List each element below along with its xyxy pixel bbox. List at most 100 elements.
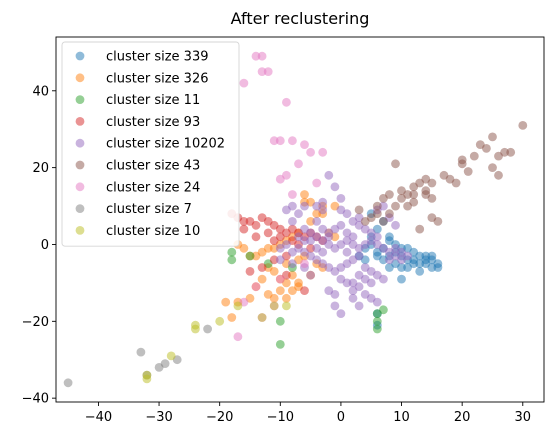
scatter-point (330, 182, 340, 192)
legend-label: cluster size 10202 (106, 137, 225, 152)
scatter-point (300, 201, 309, 211)
scatter-point (191, 320, 200, 330)
scatter-point (379, 217, 388, 226)
scatter-point (288, 190, 297, 199)
legend-label: cluster size 43 (106, 159, 200, 174)
scatter-point (421, 190, 431, 199)
scatter-point (354, 251, 364, 261)
plot-frame (55, 36, 545, 403)
scatter-point (166, 351, 176, 361)
scatter-point (233, 301, 243, 311)
scatter-point (239, 224, 249, 234)
scatter-point (372, 251, 382, 261)
scatter-point (294, 159, 303, 169)
scatter-point (288, 136, 297, 146)
legend-marker (75, 160, 85, 170)
y-tick-label: 0 (41, 238, 49, 253)
series-6 (354, 121, 528, 234)
scatter-point (275, 286, 285, 295)
scatter-point (275, 136, 285, 146)
scatter-point (288, 286, 297, 295)
scatter-point (257, 313, 267, 322)
scatter-point (433, 217, 443, 226)
legend-marker (75, 95, 85, 104)
legend-label: cluster size 339 (106, 50, 209, 65)
chart-title: After reclustering (231, 9, 370, 28)
scatter-point (251, 51, 261, 61)
scatter-point (421, 255, 431, 265)
points-layer (63, 51, 528, 388)
scatter-point (318, 147, 328, 157)
scatter-point (275, 340, 285, 349)
scatter-point (257, 274, 267, 284)
scatter-point (203, 324, 213, 334)
scatter-point (288, 217, 297, 226)
y-tick-label: −40 (22, 392, 49, 407)
x-tick-label: 0 (337, 410, 345, 425)
scatter-point (415, 224, 425, 234)
scatter-point (494, 170, 503, 180)
scatter-point (506, 147, 516, 157)
scatter-point (385, 209, 394, 219)
scatter-point (300, 236, 309, 246)
scatter-point (336, 309, 346, 318)
y-tick-label: 40 (32, 84, 49, 99)
series-5 (275, 170, 412, 318)
legend-marker (75, 182, 85, 192)
scatter-point (275, 316, 285, 326)
scatter-point (269, 301, 279, 311)
scatter-point (239, 217, 249, 226)
scatter-point (239, 78, 249, 88)
scatter-point (518, 121, 528, 130)
legend-marker (75, 73, 85, 83)
scatter-point (282, 301, 291, 311)
legend-label: cluster size 24 (106, 180, 200, 195)
scatter-point (300, 259, 309, 269)
scatter-point (300, 286, 309, 295)
scatter-point (385, 232, 394, 242)
scatter-point (215, 316, 225, 326)
scatter-point (354, 205, 364, 215)
x-tick-label: −40 (85, 410, 112, 425)
scatter-point (385, 263, 394, 272)
scatter-point (342, 209, 352, 219)
scatter-point (397, 263, 406, 272)
scatter-point (221, 297, 231, 307)
scatter-point (379, 201, 388, 211)
scatter-point (324, 286, 334, 295)
axes-layer: −40 −30 −20 −10 0 10 20 30 −40 −20 0 20 40 (22, 36, 545, 425)
scatter-point (257, 263, 267, 272)
scatter-point (342, 228, 352, 238)
scatter-point (324, 170, 334, 180)
legend-label: cluster size 10 (106, 224, 200, 239)
scatter-point (330, 301, 340, 311)
scatter-point (379, 274, 388, 284)
scatter-point (306, 147, 315, 157)
scatter-point (227, 313, 237, 322)
scatter-point (391, 201, 400, 211)
scatter-point (136, 347, 146, 357)
scatter-point (415, 267, 425, 276)
scatter-point (488, 132, 497, 142)
scatter-point (275, 243, 285, 253)
scatter-point (245, 267, 255, 276)
scatter-point (312, 178, 322, 188)
scatter-point (463, 167, 473, 176)
scatter-point (300, 190, 309, 199)
legend-marker (75, 138, 85, 148)
scatter-point (288, 247, 297, 257)
scatter-point (142, 370, 152, 380)
scatter-point (251, 282, 261, 292)
scatter-point (312, 217, 322, 226)
series-9 (142, 301, 291, 384)
scatter-point (354, 270, 364, 280)
scatter-point (294, 209, 303, 219)
legend-marker (75, 204, 85, 214)
scatter-point (433, 259, 443, 269)
scatter-point (275, 274, 285, 284)
scatter-point (263, 67, 273, 76)
legend-box (61, 41, 240, 247)
legend-label: cluster size 7 (106, 202, 192, 217)
scatter-point (324, 232, 334, 242)
